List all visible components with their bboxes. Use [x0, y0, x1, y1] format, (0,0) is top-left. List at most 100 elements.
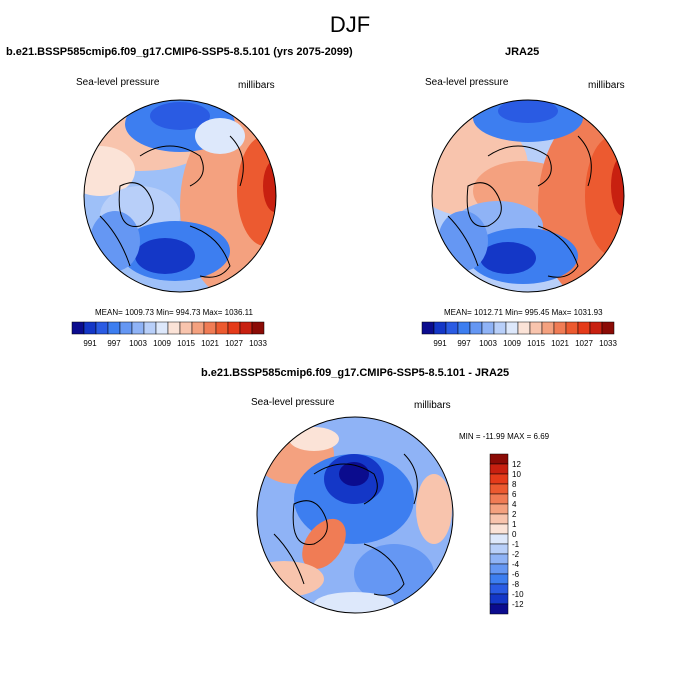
- colorbar-label: 1027: [575, 339, 593, 348]
- colorbar-label: 1021: [201, 339, 219, 348]
- colorbar-swatch: [493, 321, 507, 335]
- colorbar-swatch: [553, 321, 567, 335]
- colorbar-swatch: [155, 321, 169, 335]
- right-variable-label: Sea-level pressure: [425, 77, 509, 88]
- colorbar-swatch: [601, 321, 615, 335]
- colorbar-swatch: [131, 321, 145, 335]
- colorbar-swatch: [433, 321, 447, 335]
- diff-variable-label: Sea-level pressure: [251, 397, 335, 408]
- colorbar-swatch: [489, 583, 509, 595]
- diff-map-field: [257, 417, 453, 613]
- colorbar-label: 991: [433, 339, 447, 348]
- colorbar-swatch: [489, 573, 509, 585]
- colorbar-label: 1033: [599, 339, 617, 348]
- colorbar-label: 1021: [551, 339, 569, 348]
- diff-stats: MIN = -11.99 MAX = 6.69: [459, 432, 550, 441]
- colorbar-swatch: [107, 321, 121, 335]
- colorbar-label: 1015: [177, 339, 195, 348]
- diff-map: [256, 416, 454, 614]
- colorbar-swatch: [445, 321, 459, 335]
- colorbar-swatch: [251, 321, 265, 335]
- colorbar-label: 1: [512, 520, 517, 529]
- right-stats: MEAN= 1012.71 Min= 995.45 Max= 1031.93: [444, 308, 603, 317]
- colorbar-label: 1015: [527, 339, 545, 348]
- colorbar-swatch: [577, 321, 591, 335]
- right-map-field: [432, 100, 624, 292]
- colorbar-label: -6: [512, 570, 520, 579]
- colorbar-label: 997: [107, 339, 121, 348]
- colorbar-swatch: [489, 463, 509, 475]
- colorbar-swatch: [71, 321, 85, 335]
- colorbar-swatch: [489, 543, 509, 555]
- main-title: DJF: [329, 12, 371, 37]
- diff-panel-title: b.e21.BSSP585cmip6.f09_g17.CMIP6-SSP5-8.…: [201, 367, 510, 379]
- colorbar-swatch: [489, 503, 509, 515]
- colorbar-label: 991: [83, 339, 97, 348]
- colorbar-swatch: [143, 321, 157, 335]
- colorbar-swatch: [167, 321, 181, 335]
- colorbar-swatch: [505, 321, 519, 335]
- colorbar-label: -12: [512, 600, 524, 609]
- left-panel-title: b.e21.BSSP585cmip6.f09_g17.CMIP6-SSP5-8.…: [6, 46, 353, 58]
- colorbar-label: -8: [512, 580, 520, 589]
- colorbar-swatch: [489, 593, 509, 605]
- right-units-label: millibars: [588, 80, 625, 91]
- left-colorbar: 991 997 1003 1009 1015 1021 1027 1033: [71, 321, 267, 348]
- colorbar-swatch: [489, 473, 509, 485]
- colorbar-swatch: [457, 321, 471, 335]
- colorbar-label: 1009: [153, 339, 171, 348]
- colorbar-label: 8: [512, 480, 517, 489]
- colorbar-swatch: [489, 603, 509, 615]
- colorbar-swatch: [481, 321, 495, 335]
- colorbar-swatch: [489, 513, 509, 525]
- colorbar-swatch: [489, 453, 509, 465]
- diff-units-label: millibars: [414, 400, 451, 411]
- colorbar-label: -2: [512, 550, 520, 559]
- left-units-label: millibars: [238, 80, 275, 91]
- colorbar-swatch: [489, 523, 509, 535]
- left-stats: MEAN= 1009.73 Min= 994.73 Max= 1036.11: [95, 308, 253, 317]
- colorbar-swatch: [191, 321, 205, 335]
- colorbar-swatch: [489, 493, 509, 505]
- left-map-field: [84, 100, 276, 292]
- colorbar-swatch: [227, 321, 241, 335]
- colorbar-swatch: [83, 321, 97, 335]
- colorbar-label: 1009: [503, 339, 521, 348]
- colorbar-swatch: [215, 321, 229, 335]
- right-colorbar: 991 997 1003 1009 1015 1021 1027 1033: [421, 321, 617, 348]
- colorbar-swatch: [421, 321, 435, 335]
- colorbar-swatch: [529, 321, 543, 335]
- colorbar-swatch: [203, 321, 217, 335]
- colorbar-label: 10: [512, 470, 521, 479]
- colorbar-label: 12: [512, 460, 521, 469]
- colorbar-label: 1027: [225, 339, 243, 348]
- colorbar-label: -1: [512, 540, 520, 549]
- colorbar-label: 4: [512, 500, 517, 509]
- colorbar-swatch: [489, 483, 509, 495]
- colorbar-swatch: [517, 321, 531, 335]
- colorbar-swatch: [489, 563, 509, 575]
- colorbar-label: 1003: [479, 339, 497, 348]
- colorbar-label: 1033: [249, 339, 267, 348]
- colorbar-swatch: [469, 321, 483, 335]
- colorbar-swatch: [565, 321, 579, 335]
- left-map: [83, 99, 277, 293]
- colorbar-swatch: [179, 321, 193, 335]
- right-map: [431, 99, 625, 293]
- colorbar-swatch: [541, 321, 555, 335]
- colorbar-swatch: [589, 321, 603, 335]
- colorbar-swatch: [489, 553, 509, 565]
- colorbar-label: 1003: [129, 339, 147, 348]
- colorbar-label: -4: [512, 560, 520, 569]
- colorbar-label: -10: [512, 590, 524, 599]
- colorbar-swatch: [119, 321, 133, 335]
- colorbar-swatch: [95, 321, 109, 335]
- colorbar-label: 0: [512, 530, 517, 539]
- colorbar-label: 997: [457, 339, 471, 348]
- right-panel-title: JRA25: [505, 46, 540, 58]
- colorbar-swatch: [239, 321, 253, 335]
- colorbar-label: 6: [512, 490, 517, 499]
- left-variable-label: Sea-level pressure: [76, 77, 160, 88]
- colorbar-label: 2: [512, 510, 517, 519]
